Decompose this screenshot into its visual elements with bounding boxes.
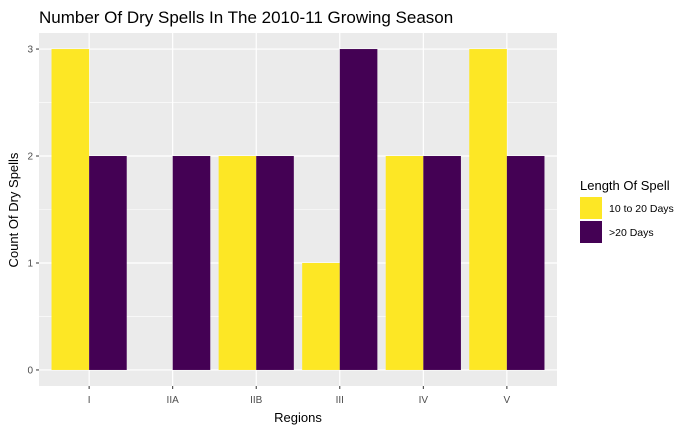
legend-title: Length Of Spell xyxy=(580,178,670,193)
y-tick-label: 2 xyxy=(27,152,33,163)
legend-swatch xyxy=(580,221,602,243)
x-axis-title: Regions xyxy=(274,410,322,425)
y-tick-label: 1 xyxy=(27,258,33,269)
bar xyxy=(218,156,257,370)
x-tick-label: III xyxy=(336,395,344,406)
bar xyxy=(506,156,545,370)
bar xyxy=(256,156,294,370)
bar xyxy=(423,156,461,370)
bar xyxy=(385,156,424,370)
bar xyxy=(339,49,378,370)
y-axis-title: Count Of Dry Spells xyxy=(6,152,21,267)
y-tick-label: 3 xyxy=(27,45,33,56)
bar xyxy=(172,156,211,370)
legend: Length Of Spell 10 to 20 Days >20 Days xyxy=(580,178,674,243)
x-tick-label: IIA xyxy=(167,395,180,406)
bar xyxy=(302,262,340,370)
y-tick-label: 0 xyxy=(27,365,33,376)
x-tick-label: IIB xyxy=(250,395,263,406)
chart-title: Number Of Dry Spells In The 2010-11 Grow… xyxy=(39,8,453,27)
x-axis: I IIA IIB III IV V xyxy=(88,386,511,406)
x-tick-label: IV xyxy=(419,395,429,406)
bar xyxy=(89,156,127,370)
legend-label: 10 to 20 Days xyxy=(609,203,674,215)
bar xyxy=(51,49,90,370)
legend-swatch xyxy=(580,197,602,219)
x-tick-label: I xyxy=(88,395,91,406)
legend-items: 10 to 20 Days >20 Days xyxy=(580,197,674,243)
y-axis: 0 1 2 3 xyxy=(27,45,39,376)
legend-label: >20 Days xyxy=(609,227,654,239)
x-tick-label: V xyxy=(504,395,511,406)
bars xyxy=(51,49,545,370)
bar xyxy=(469,49,507,370)
